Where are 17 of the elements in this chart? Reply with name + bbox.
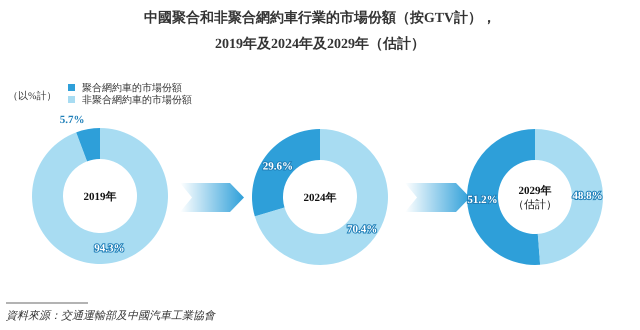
chart-title: 中國聚合和非聚合網約車行業的市場份額（按GTV計）， bbox=[144, 9, 496, 26]
data-label: 48.8% bbox=[572, 190, 603, 202]
data-label: 94.3% bbox=[94, 242, 124, 255]
data-label: 70.4% bbox=[346, 223, 378, 236]
text: 2024年 bbox=[304, 191, 336, 204]
source-note: 資料來源：交通運輸部及中國汽車工業協會 bbox=[6, 309, 216, 322]
text: 2029年 bbox=[518, 184, 552, 197]
chart-subtitle: 2019年及2024年及2029年（估計） bbox=[215, 36, 425, 52]
data-label: 51.2% bbox=[467, 194, 498, 206]
legend-label: 非聚合網約車的市場份額 bbox=[82, 94, 192, 106]
donut-slice bbox=[254, 129, 388, 265]
data-label: 5.7% bbox=[60, 114, 84, 126]
text: （估計） bbox=[513, 198, 557, 211]
text: 2019年 bbox=[84, 190, 116, 203]
legend-label: 聚合網約車的市場份額 bbox=[82, 82, 182, 94]
data-label: 29.6% bbox=[262, 160, 294, 173]
text: （以%計） bbox=[8, 90, 56, 102]
